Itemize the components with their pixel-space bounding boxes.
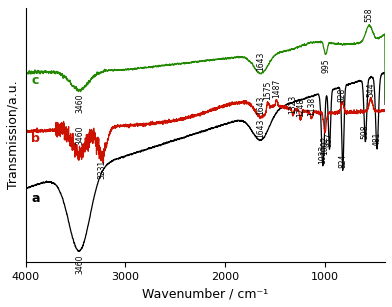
Text: a: a [31,192,40,205]
Text: 3460: 3460 [75,94,84,113]
Text: 481: 481 [372,132,381,146]
Y-axis label: Transmission/a.u.: Transmission/a.u. [7,80,20,189]
Text: 995: 995 [321,58,330,73]
Text: 1138: 1138 [307,97,316,116]
X-axis label: Wavenumber / cm⁻¹: Wavenumber / cm⁻¹ [142,287,269,300]
Text: 544: 544 [366,82,375,97]
Text: 1248: 1248 [296,98,305,117]
Text: 3460: 3460 [75,126,84,145]
Text: 1487: 1487 [272,79,281,98]
Text: 1323: 1323 [289,95,298,114]
Text: 957: 957 [325,132,334,147]
Text: 598: 598 [361,125,370,139]
Text: 1575: 1575 [263,80,272,100]
Text: 3460: 3460 [75,255,84,274]
Text: 558: 558 [365,8,374,22]
Text: 1643: 1643 [256,52,265,72]
Text: 1023: 1023 [318,144,327,164]
Text: 828: 828 [338,87,347,102]
Text: 1643: 1643 [256,96,265,115]
Text: 3231: 3231 [98,159,107,179]
Text: c: c [32,74,39,87]
Text: 1643: 1643 [256,119,265,138]
Text: 1002: 1002 [320,136,329,155]
Text: 824: 824 [338,154,347,168]
Text: b: b [31,132,40,145]
